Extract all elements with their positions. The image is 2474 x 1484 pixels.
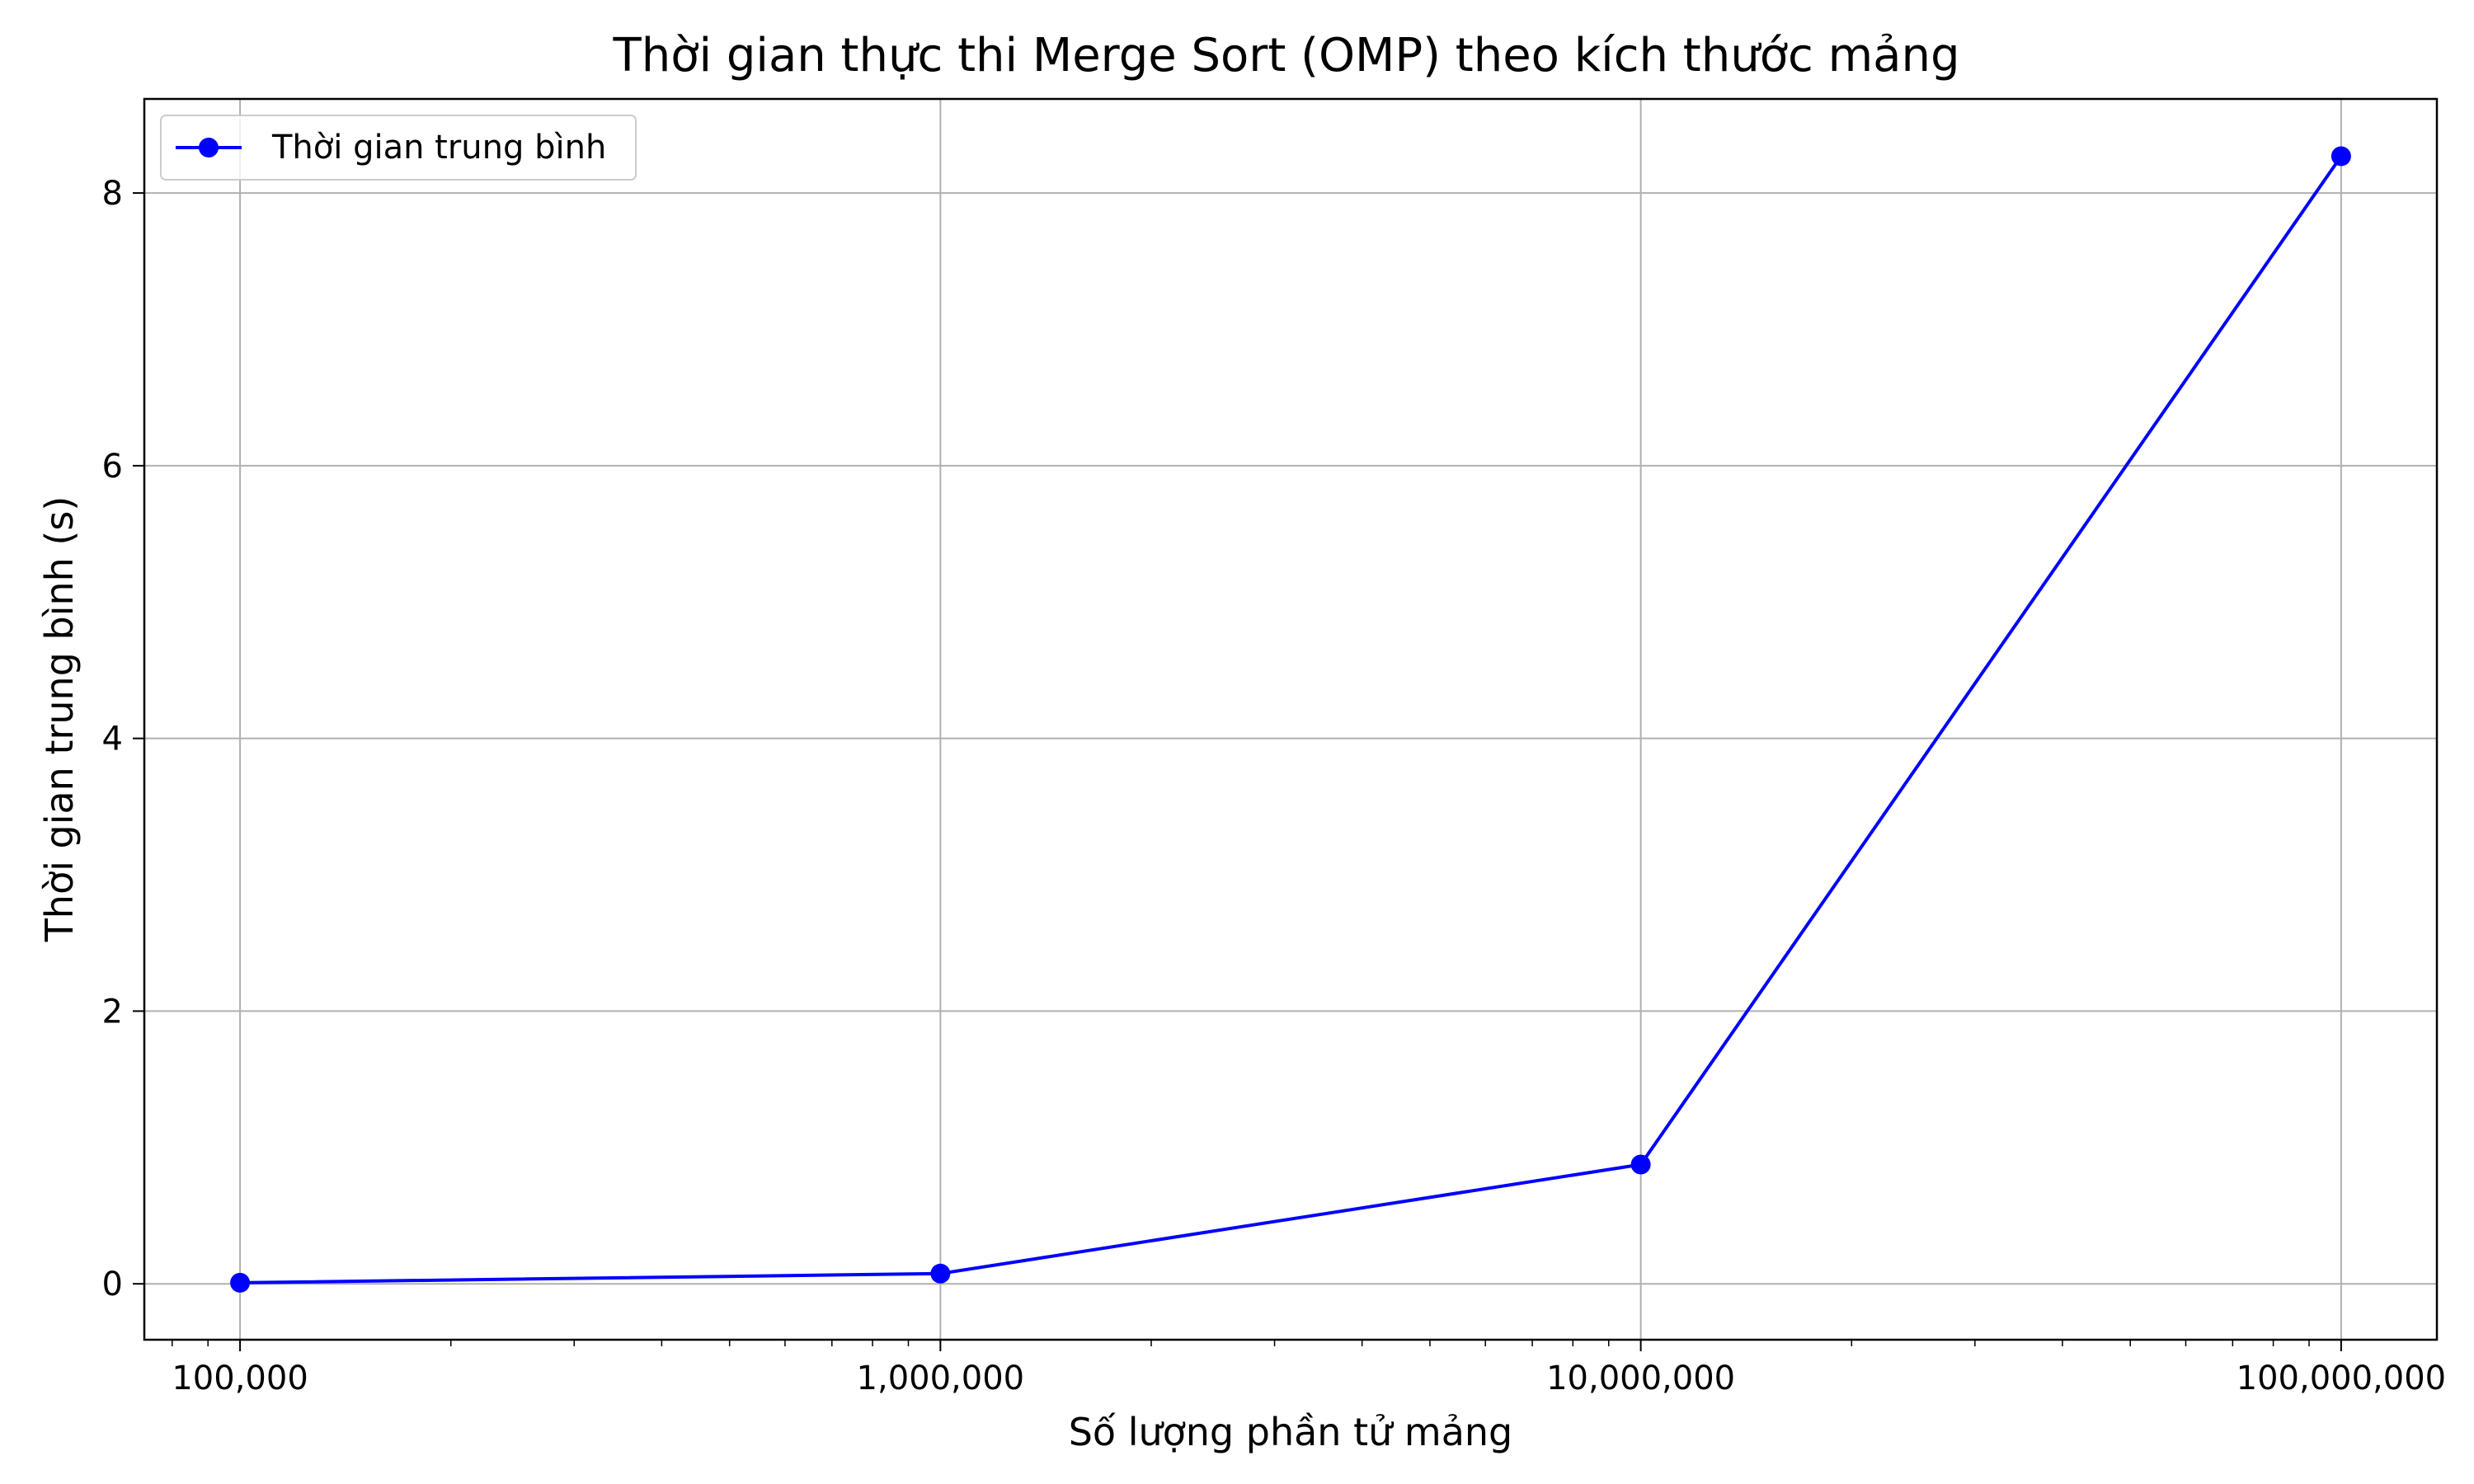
x-tick-label: 10,000,000 bbox=[1546, 1360, 1735, 1397]
series-line bbox=[240, 155, 2343, 1284]
y-tick-label: 4 bbox=[102, 721, 123, 758]
y-tick-label: 6 bbox=[102, 448, 123, 486]
y-axis-label: Thời gian trung bình (s) bbox=[37, 496, 82, 943]
x-axis-label: Số lượng phần tử mảng bbox=[1069, 1410, 1513, 1454]
legend: Thời gian trung bình bbox=[160, 115, 637, 181]
chart-title: Thời gian thực thi Merge Sort (OMP) theo… bbox=[613, 29, 1960, 82]
data-point bbox=[230, 1272, 251, 1293]
axes-background bbox=[144, 99, 2437, 1340]
legend-box bbox=[160, 115, 637, 181]
x-tick-label: 100,000 bbox=[172, 1360, 308, 1397]
axes-frame bbox=[143, 97, 2439, 1341]
y-tick-label: 2 bbox=[102, 993, 123, 1031]
data-point bbox=[930, 1263, 951, 1284]
y-tick-label: 8 bbox=[102, 175, 123, 213]
plot-area bbox=[133, 97, 2439, 1351]
axis-ticks bbox=[133, 192, 2342, 1351]
series-layer bbox=[230, 146, 2351, 1293]
x-tick-label: 100,000,000 bbox=[2236, 1360, 2446, 1397]
grid-lines bbox=[144, 99, 2437, 1340]
data-point bbox=[2331, 146, 2351, 167]
legend-marker-sample bbox=[199, 138, 219, 157]
x-tick-labels: 100,000 1,000,000 10,000,000 100,000,000 bbox=[172, 1360, 2446, 1397]
x-tick-label: 1,000,000 bbox=[857, 1360, 1025, 1397]
legend-label: Thời gian trung bình bbox=[271, 129, 606, 167]
x-minor-ticks bbox=[172, 1340, 2310, 1346]
y-tick-labels: 0 2 4 6 8 bbox=[102, 175, 123, 1303]
y-tick-label: 0 bbox=[102, 1266, 123, 1303]
data-point bbox=[1630, 1154, 1651, 1175]
